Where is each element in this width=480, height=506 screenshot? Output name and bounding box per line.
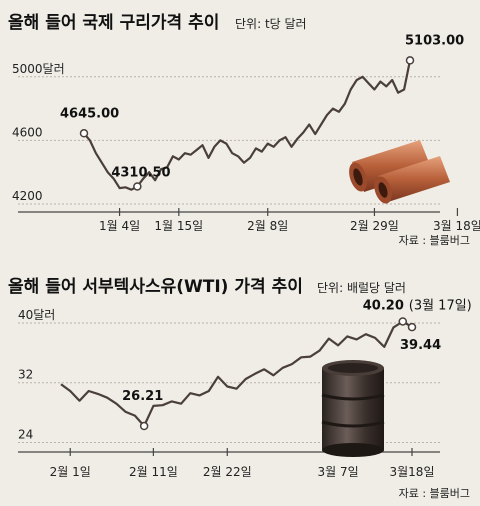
oil-barrel-illustration — [321, 360, 385, 457]
x-tick-label: 2월 22일 — [203, 465, 252, 479]
chart-title: 올해 들어 서부텍사스유(WTI) 가격 추이 — [8, 277, 303, 297]
source-label: 자료 : 블룸버그 — [399, 487, 470, 500]
data-label: 4645.00 — [60, 106, 119, 121]
chart-title: 올해 들어 국제 구리가격 추이 — [8, 13, 219, 33]
y-tick-label: 40달러 — [18, 308, 55, 322]
data-point-marker — [133, 182, 142, 191]
data-label: 39.44 — [400, 338, 441, 353]
chart-unit: 단위: t당 달러 — [235, 17, 307, 31]
x-tick-label: 1월 15일 — [154, 219, 203, 233]
y-tick-label: 4200 — [12, 189, 43, 203]
y-tick-label: 32 — [18, 368, 33, 382]
data-label: 40.20 — [363, 298, 404, 313]
data-point-marker — [139, 421, 149, 431]
data-point-marker — [79, 129, 89, 138]
x-tick-label: 2월 1일 — [50, 465, 91, 479]
x-tick-label: 2월 29일 — [350, 219, 399, 233]
series-line — [60, 320, 413, 428]
data-point-marker — [407, 322, 417, 332]
y-tick-label: 4600 — [12, 125, 43, 139]
data-label-note: (3월 17일) — [409, 298, 472, 313]
x-tick-label: 3월18일 — [390, 465, 435, 479]
x-tick-label: 1월 4일 — [99, 219, 140, 233]
data-label: 5103.00 — [405, 33, 464, 48]
copper-pipes-illustration — [349, 140, 450, 204]
data-label: 26.21 — [122, 389, 163, 404]
source-label: 자료 : 블룸버그 — [399, 234, 470, 247]
x-tick-label: 2월 11일 — [129, 465, 178, 479]
x-tick-label: 2월 8일 — [247, 219, 288, 233]
data-point-marker — [398, 317, 408, 326]
chart-unit: 단위: 배럴당 달러 — [317, 281, 406, 295]
data-point-marker — [405, 56, 415, 65]
x-tick-label: 3월 7일 — [318, 465, 359, 479]
y-tick-label: 24 — [18, 428, 33, 442]
data-label: 4310.50 — [111, 165, 170, 180]
y-tick-label: 5000달러 — [12, 62, 65, 76]
x-tick-label: 3월 18일 — [433, 219, 480, 233]
